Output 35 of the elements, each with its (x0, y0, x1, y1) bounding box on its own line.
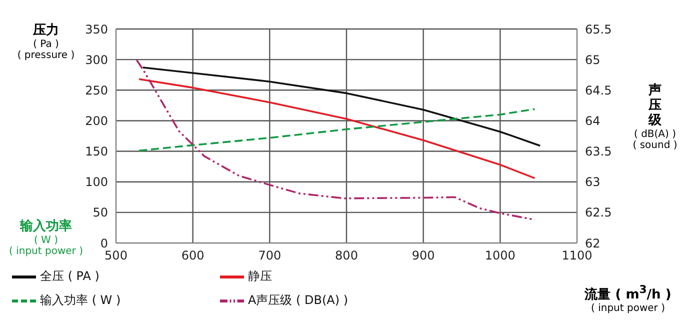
y2-tick-label: 62.5 (585, 206, 612, 220)
y-tick-label: 0 (100, 236, 108, 250)
y-tick-label: 350 (85, 22, 108, 36)
y-tick-label: 300 (85, 52, 108, 67)
text: 输入功率 ( W ) ( input power ) (8, 219, 84, 258)
y2-axis-title: 声压级 ( dB(A) ) ( sound ) (632, 83, 678, 152)
y2-tick-label: 62 (585, 236, 600, 250)
y-tick-label: 150 (85, 144, 108, 159)
y2-tick-label: 63.5 (585, 144, 612, 159)
y-tick-label: 250 (85, 83, 108, 98)
y2-tick-label: 65.5 (585, 22, 612, 36)
legend-label: 输入功率 ( W ) (40, 292, 122, 310)
y-tick-label: 50 (92, 206, 108, 220)
y-axis-title: 压力 ( Pa ) ( pressure ) (16, 23, 76, 62)
y2-tick-label: 63 (585, 175, 600, 190)
y-tick-label: 200 (85, 114, 108, 128)
line-series (142, 66, 542, 147)
x-tick-label: 700 (258, 248, 282, 263)
x-tick-label: 1100 (562, 248, 592, 263)
legend-label: A声压级 ( DB(A) ) (248, 292, 350, 310)
legend-label: 全压 ( PA ) (40, 268, 100, 286)
line-series (138, 108, 536, 152)
x-axis-title: 流量 ( m$^{3}$/h ) ( input power ) (584, 283, 672, 315)
x-tick-label: 500 (104, 248, 128, 263)
line-series (138, 78, 536, 180)
x-tick-label: 600 (181, 248, 204, 263)
x-tick-label: 1000 (484, 248, 516, 263)
legend-label: 静压 (248, 268, 273, 286)
line-series (136, 59, 536, 221)
y2-tick-label: 64.5 (585, 83, 612, 98)
x-tick-label: 900 (412, 248, 435, 263)
y-tick-label: 100 (85, 175, 108, 190)
y2-tick-label: 65 (585, 52, 600, 67)
y2-tick-label: 64 (585, 114, 600, 128)
x-tick-label: 800 (335, 248, 358, 263)
